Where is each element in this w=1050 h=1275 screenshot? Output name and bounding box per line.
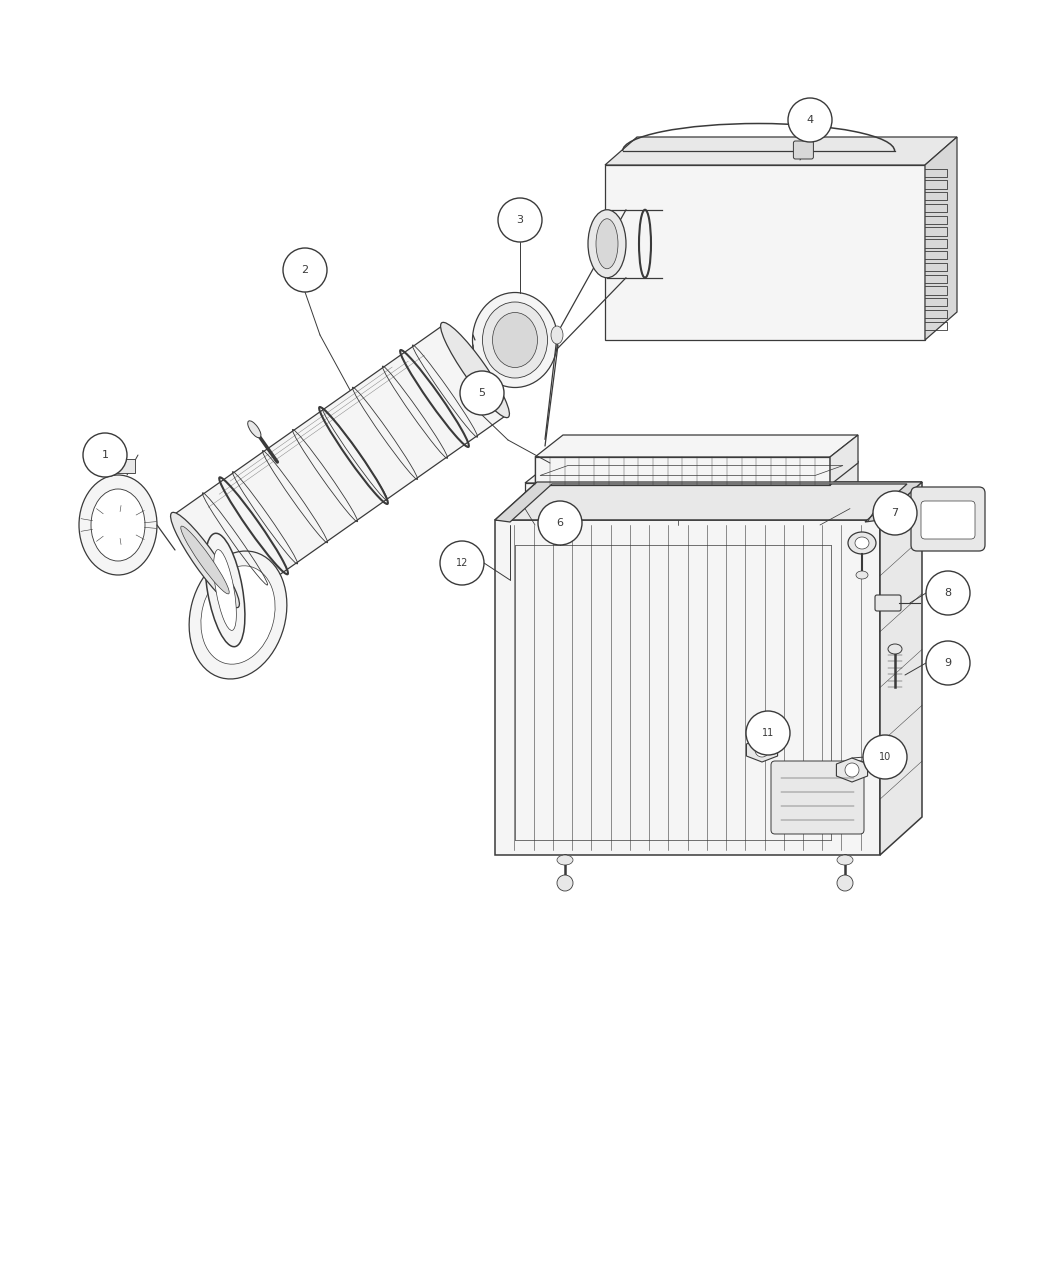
Polygon shape — [747, 738, 778, 762]
Circle shape — [845, 762, 859, 776]
Circle shape — [873, 491, 917, 536]
Polygon shape — [525, 483, 830, 525]
Ellipse shape — [248, 421, 261, 437]
Circle shape — [926, 641, 970, 685]
Polygon shape — [495, 482, 922, 521]
Polygon shape — [605, 136, 957, 164]
Circle shape — [440, 541, 484, 585]
Ellipse shape — [441, 323, 509, 418]
Ellipse shape — [170, 513, 239, 608]
Polygon shape — [536, 435, 858, 456]
Circle shape — [83, 434, 127, 477]
Polygon shape — [536, 456, 830, 484]
Ellipse shape — [855, 537, 869, 550]
Polygon shape — [525, 462, 858, 483]
Ellipse shape — [596, 219, 618, 269]
FancyBboxPatch shape — [771, 761, 864, 834]
Circle shape — [746, 711, 790, 755]
Text: 4: 4 — [806, 115, 814, 125]
Ellipse shape — [189, 551, 287, 680]
Text: 2: 2 — [301, 265, 309, 275]
Text: 1: 1 — [102, 450, 108, 460]
Circle shape — [788, 98, 832, 142]
Ellipse shape — [79, 476, 158, 575]
Circle shape — [284, 249, 327, 292]
Polygon shape — [830, 462, 858, 525]
Polygon shape — [495, 482, 922, 520]
Ellipse shape — [213, 550, 236, 630]
Ellipse shape — [91, 490, 145, 561]
Circle shape — [863, 734, 907, 779]
Circle shape — [926, 571, 970, 615]
Circle shape — [556, 875, 573, 891]
FancyBboxPatch shape — [875, 595, 901, 611]
Ellipse shape — [837, 856, 853, 864]
Ellipse shape — [551, 326, 563, 344]
Ellipse shape — [492, 312, 538, 367]
Circle shape — [460, 371, 504, 414]
Ellipse shape — [556, 856, 573, 864]
Circle shape — [498, 198, 542, 242]
Polygon shape — [830, 435, 858, 484]
Text: 12: 12 — [456, 558, 468, 567]
FancyBboxPatch shape — [794, 142, 814, 159]
Polygon shape — [880, 482, 922, 856]
Text: 10: 10 — [879, 752, 891, 762]
FancyBboxPatch shape — [911, 487, 985, 551]
Ellipse shape — [483, 302, 547, 377]
Ellipse shape — [888, 644, 902, 654]
FancyBboxPatch shape — [921, 501, 975, 539]
Text: 8: 8 — [944, 588, 951, 598]
Polygon shape — [925, 136, 957, 340]
Polygon shape — [837, 759, 867, 782]
Circle shape — [755, 743, 769, 757]
Text: 9: 9 — [944, 658, 951, 668]
Polygon shape — [495, 520, 880, 856]
Text: 6: 6 — [556, 518, 564, 528]
Ellipse shape — [201, 566, 275, 664]
Ellipse shape — [588, 210, 626, 278]
Polygon shape — [605, 164, 925, 340]
Text: 11: 11 — [762, 728, 774, 738]
Text: 5: 5 — [479, 388, 485, 398]
Text: 7: 7 — [891, 507, 899, 518]
Ellipse shape — [848, 532, 876, 555]
Ellipse shape — [856, 571, 868, 579]
Ellipse shape — [181, 527, 229, 594]
Ellipse shape — [205, 533, 245, 646]
Ellipse shape — [472, 292, 558, 388]
Polygon shape — [173, 325, 507, 604]
FancyBboxPatch shape — [111, 459, 135, 473]
Text: 3: 3 — [517, 215, 524, 224]
Circle shape — [837, 875, 853, 891]
Circle shape — [538, 501, 582, 544]
